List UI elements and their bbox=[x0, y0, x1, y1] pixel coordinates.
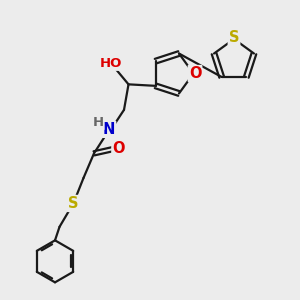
Text: O: O bbox=[112, 141, 125, 156]
Text: HO: HO bbox=[99, 57, 122, 70]
Text: S: S bbox=[68, 196, 78, 211]
Text: H: H bbox=[92, 116, 104, 129]
Text: N: N bbox=[103, 122, 115, 137]
Text: S: S bbox=[229, 30, 239, 45]
Text: O: O bbox=[189, 66, 201, 81]
